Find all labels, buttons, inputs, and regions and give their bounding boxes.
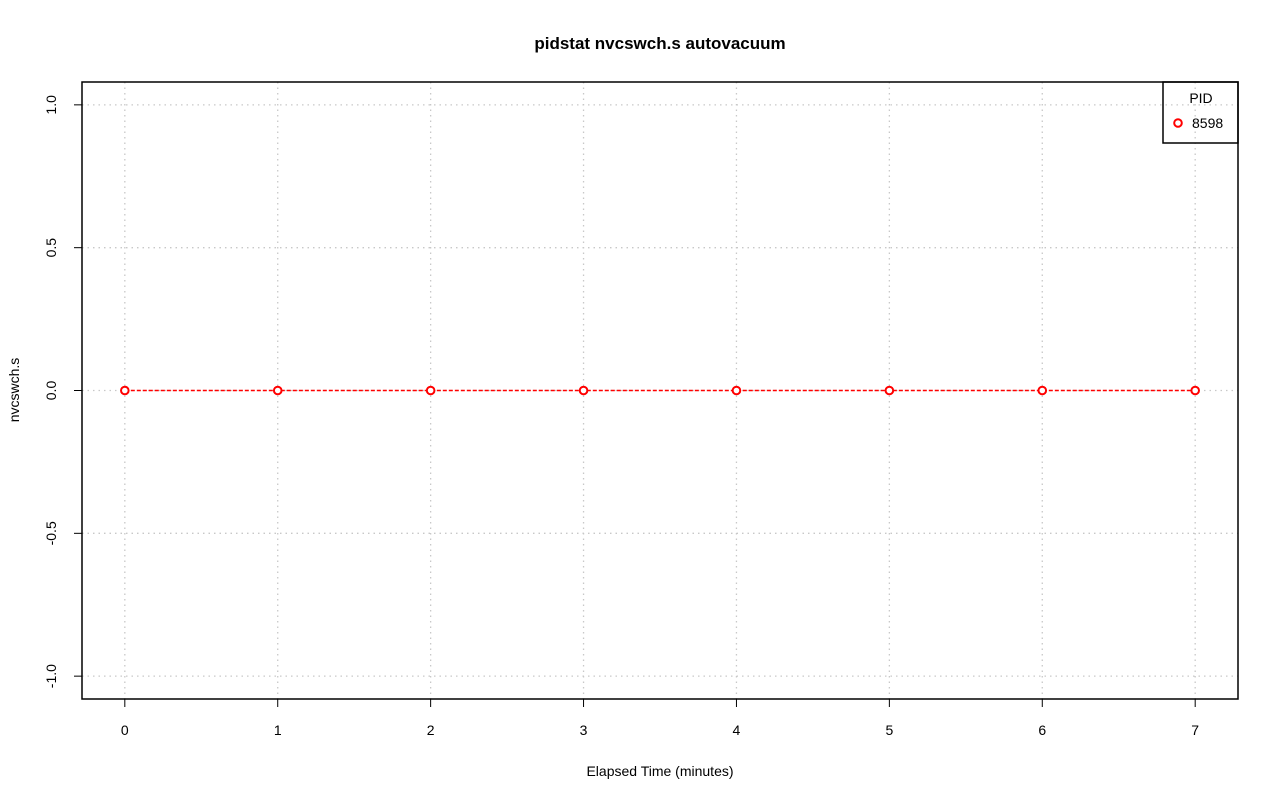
- x-tick-label: 7: [1191, 722, 1199, 738]
- x-axis: 0 1 2 3 4 5 6 7: [121, 699, 1199, 738]
- x-tick-label: 5: [885, 722, 893, 738]
- legend-box: [1162, 81, 1239, 144]
- data-point: [578, 385, 589, 396]
- y-tick-label: 0.0: [43, 381, 59, 401]
- data-point: [272, 385, 283, 396]
- data-point: [120, 385, 130, 396]
- chart-title: pidstat nvcswch.s autovacuum: [534, 34, 785, 53]
- x-tick-label: 6: [1038, 722, 1046, 738]
- legend: PID 8598: [1162, 81, 1239, 144]
- y-tick-label: -1.0: [43, 664, 59, 688]
- data-point: [1190, 385, 1200, 396]
- x-axis-label: Elapsed Time (minutes): [586, 763, 733, 779]
- x-tick-label: 2: [427, 722, 435, 738]
- data-point: [425, 385, 436, 396]
- y-axis: -1.0 -0.5 0.0 0.5 1.0: [43, 95, 82, 688]
- x-tick-label: 4: [733, 722, 741, 738]
- data-point: [884, 385, 895, 396]
- legend-marker: [1173, 118, 1183, 128]
- data-point: [731, 385, 742, 396]
- legend-entry-label: 8598: [1192, 115, 1223, 131]
- series-layer: [120, 385, 1200, 396]
- x-tick-label: 1: [274, 722, 282, 738]
- y-tick-label: 0.5: [43, 238, 59, 258]
- x-tick-label: 0: [121, 722, 129, 738]
- y-axis-label: nvcswch.s: [6, 358, 22, 423]
- data-point: [1037, 385, 1048, 396]
- x-tick-label: 3: [580, 722, 588, 738]
- y-tick-label: -0.5: [43, 521, 59, 545]
- y-tick-label: 1.0: [43, 95, 59, 115]
- legend-title: PID: [1189, 90, 1212, 106]
